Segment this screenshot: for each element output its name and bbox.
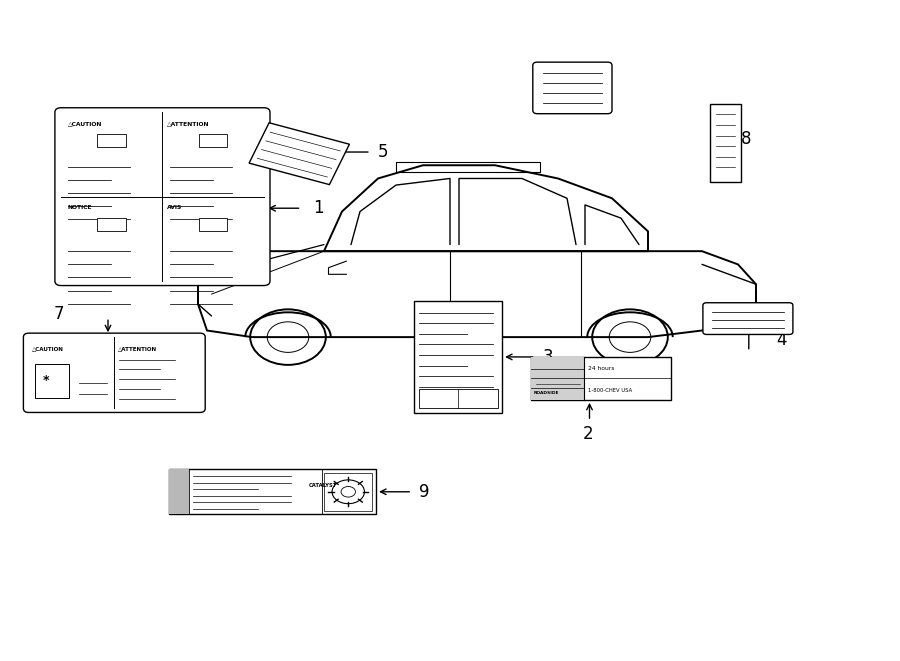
Text: NOTICE: NOTICE [68, 205, 92, 210]
FancyBboxPatch shape [533, 62, 612, 114]
Text: △ATTENTION: △ATTENTION [167, 122, 210, 127]
Text: 1-800-CHEV USA: 1-800-CHEV USA [588, 388, 632, 393]
FancyBboxPatch shape [710, 104, 741, 182]
Text: 6: 6 [560, 69, 571, 87]
FancyBboxPatch shape [531, 357, 670, 400]
Text: CATALYST: CATALYST [309, 483, 337, 488]
FancyBboxPatch shape [169, 469, 376, 514]
Text: 4: 4 [776, 331, 787, 350]
Text: 7: 7 [54, 305, 65, 323]
FancyBboxPatch shape [97, 134, 126, 147]
FancyBboxPatch shape [418, 389, 498, 408]
Text: 8: 8 [741, 130, 751, 148]
FancyBboxPatch shape [531, 357, 584, 400]
Text: *: * [43, 373, 50, 387]
Text: 1: 1 [313, 199, 324, 217]
Text: △ATTENTION: △ATTENTION [118, 346, 157, 352]
Text: AVIS: AVIS [167, 205, 182, 210]
FancyBboxPatch shape [23, 333, 205, 412]
FancyBboxPatch shape [324, 473, 373, 511]
Text: 9: 9 [418, 483, 429, 501]
FancyBboxPatch shape [199, 134, 228, 147]
Text: ROADSIDE: ROADSIDE [534, 391, 559, 395]
FancyBboxPatch shape [97, 218, 126, 231]
FancyBboxPatch shape [703, 303, 793, 334]
FancyBboxPatch shape [35, 364, 69, 398]
Text: △CAUTION: △CAUTION [32, 346, 64, 352]
Text: 3: 3 [543, 348, 553, 366]
FancyBboxPatch shape [169, 469, 189, 514]
Text: 2: 2 [583, 425, 594, 444]
FancyBboxPatch shape [414, 301, 502, 413]
Text: 24 hours: 24 hours [588, 366, 614, 371]
FancyBboxPatch shape [199, 218, 228, 231]
FancyBboxPatch shape [55, 108, 270, 286]
Text: △CAUTION: △CAUTION [68, 122, 102, 127]
FancyBboxPatch shape [249, 123, 349, 184]
Text: 5: 5 [378, 143, 389, 161]
